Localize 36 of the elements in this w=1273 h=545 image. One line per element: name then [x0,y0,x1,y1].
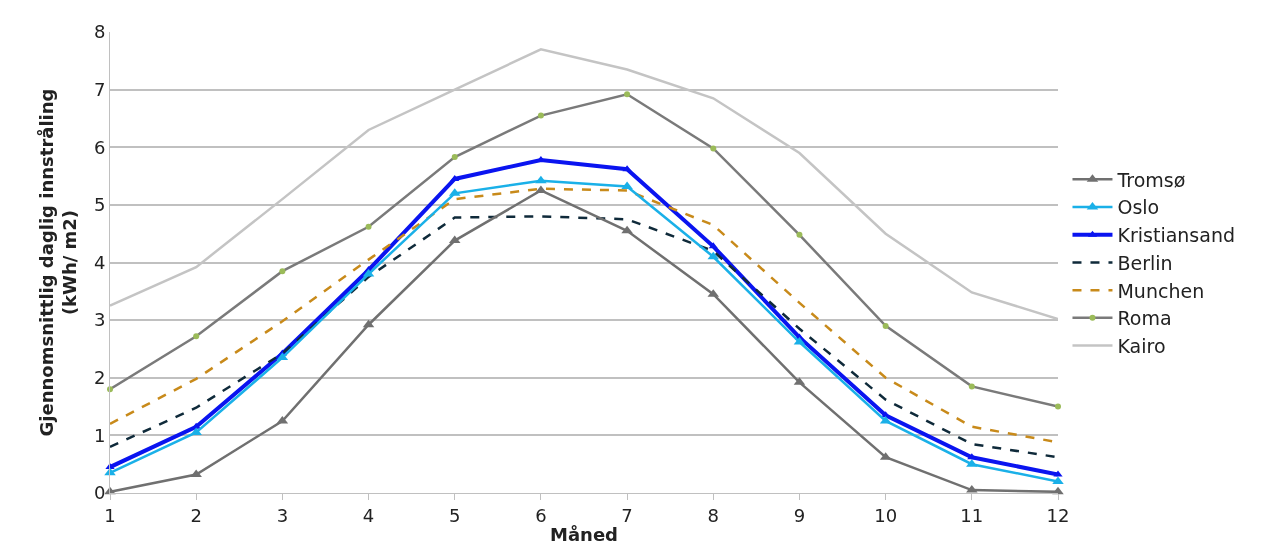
point [190,469,202,478]
legend-label: Kristiansand [1117,224,1235,247]
x-tick-label: 10 [874,504,898,526]
point [1053,470,1063,477]
y-tick-label: 4 [93,251,106,273]
line-series [110,215,1058,459]
x-tick-label: 3 [276,504,289,526]
x-tick-label: 6 [535,504,547,526]
legend-label: Roma [1117,307,1172,330]
legend-label: Tromsø [1116,168,1186,191]
x-tick-label: 8 [707,504,719,526]
y-tick-label: 5 [93,194,106,216]
legend-label: Oslo [1117,196,1160,219]
y-tick-label: 7 [93,78,106,100]
legend-label: Munchen [1117,279,1205,302]
legend-label: Berlin [1117,251,1173,274]
x-tick-label: 12 [1046,504,1070,526]
y-axis-title: Gjennomsnittlig daglig innstråling (kWh/ m2) [35,88,81,437]
point [450,174,460,181]
x-tick-label: 7 [621,504,633,526]
point [622,165,632,172]
x-tick-label: 2 [190,504,202,526]
x-axis-title: Måned [550,524,618,545]
point [535,175,547,184]
y-tick-label: 8 [93,21,106,43]
y-tick-label: 6 [93,136,106,158]
y-tick-label: 2 [93,367,106,389]
point [621,225,633,234]
y-tick-label: 0 [93,482,106,504]
y-tick-label: 1 [93,424,106,446]
legend-label: Kairo [1117,334,1166,357]
x-tick-label: 4 [362,504,375,526]
x-tick-label: 11 [960,504,984,526]
x-tick-label: 9 [793,504,806,526]
x-tick-label: 5 [449,504,461,526]
y-tick-label: 3 [93,309,106,331]
